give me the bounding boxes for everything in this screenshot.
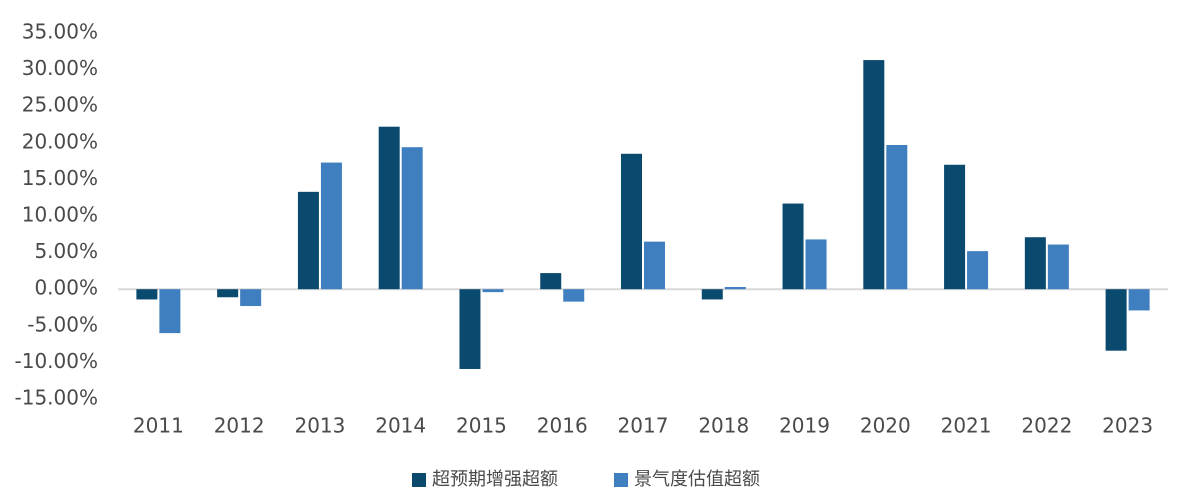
legend-swatch-series1 bbox=[412, 473, 426, 487]
bar-series2 bbox=[320, 162, 342, 290]
x-tick-label: 2019 bbox=[779, 414, 830, 438]
legend-label-series1: 超预期增强超额 bbox=[432, 469, 558, 490]
bar-series1 bbox=[944, 164, 966, 290]
x-tick-label: 2014 bbox=[375, 414, 426, 438]
bars-group bbox=[136, 60, 1150, 369]
bar-series2 bbox=[805, 239, 827, 290]
y-tick-label: 25.00% bbox=[22, 93, 98, 117]
x-tick-label: 2018 bbox=[698, 414, 749, 438]
x-tick-label: 2022 bbox=[1021, 414, 1072, 438]
x-tick-label: 2013 bbox=[294, 414, 345, 438]
bar-series1 bbox=[540, 273, 562, 290]
y-tick-label: 30.00% bbox=[22, 56, 98, 80]
bar-series2 bbox=[401, 147, 423, 290]
bar-series2 bbox=[967, 251, 989, 290]
bar-series1 bbox=[863, 60, 885, 290]
legend: 超预期增强超额 景气度估值超额 bbox=[412, 469, 760, 490]
bar-series2 bbox=[159, 289, 181, 334]
bar-series2 bbox=[563, 289, 585, 302]
bar-series2 bbox=[886, 144, 908, 290]
bar-series1 bbox=[459, 289, 481, 369]
bar-series2 bbox=[1128, 289, 1150, 311]
x-tick-label: 2016 bbox=[537, 414, 588, 438]
bar-series1 bbox=[1105, 289, 1127, 351]
bar-series2 bbox=[240, 289, 262, 307]
bar-series1 bbox=[782, 203, 804, 290]
bar-series1 bbox=[1024, 237, 1046, 290]
bar-series2 bbox=[482, 289, 504, 293]
x-tick-label: 2021 bbox=[941, 414, 992, 438]
y-tick-label: -15.00% bbox=[15, 386, 98, 410]
y-tick-label: 20.00% bbox=[22, 129, 98, 153]
y-tick-label: 35.00% bbox=[22, 20, 98, 44]
x-axis-ticks: 2011 2012 2013 2014 2015 2016 2017 2018 2019 2020… bbox=[133, 414, 1153, 438]
y-tick-label: -5.00% bbox=[27, 312, 98, 336]
y-axis-ticks: 35.00% 30.00% 25.00% 20.00% 15.00% 10.00% 5.00… bbox=[15, 20, 98, 410]
y-tick-label: 0.00% bbox=[34, 276, 98, 300]
y-tick-label: 5.00% bbox=[34, 239, 98, 263]
legend-label-series2: 景气度估值超额 bbox=[634, 469, 760, 490]
bar-series1 bbox=[136, 289, 158, 300]
x-tick-label: 2017 bbox=[618, 414, 669, 438]
bar-series2 bbox=[644, 241, 665, 290]
bar-series2 bbox=[724, 287, 746, 290]
bar-series1 bbox=[621, 153, 642, 290]
x-tick-label: 2023 bbox=[1102, 414, 1153, 438]
bar-series1 bbox=[217, 289, 239, 298]
bar-series1 bbox=[701, 289, 723, 300]
legend-swatch-series2 bbox=[614, 473, 628, 487]
x-tick-label: 2020 bbox=[860, 414, 911, 438]
x-tick-label: 2015 bbox=[456, 414, 507, 438]
x-tick-label: 2011 bbox=[133, 414, 184, 438]
bar-series1 bbox=[378, 126, 400, 290]
y-tick-label: -10.00% bbox=[15, 349, 98, 373]
y-tick-label: 10.00% bbox=[22, 203, 98, 227]
bar-series1 bbox=[297, 191, 319, 290]
bar-series2 bbox=[1047, 244, 1069, 290]
x-tick-label: 2012 bbox=[214, 414, 265, 438]
y-tick-label: 15.00% bbox=[22, 166, 98, 190]
